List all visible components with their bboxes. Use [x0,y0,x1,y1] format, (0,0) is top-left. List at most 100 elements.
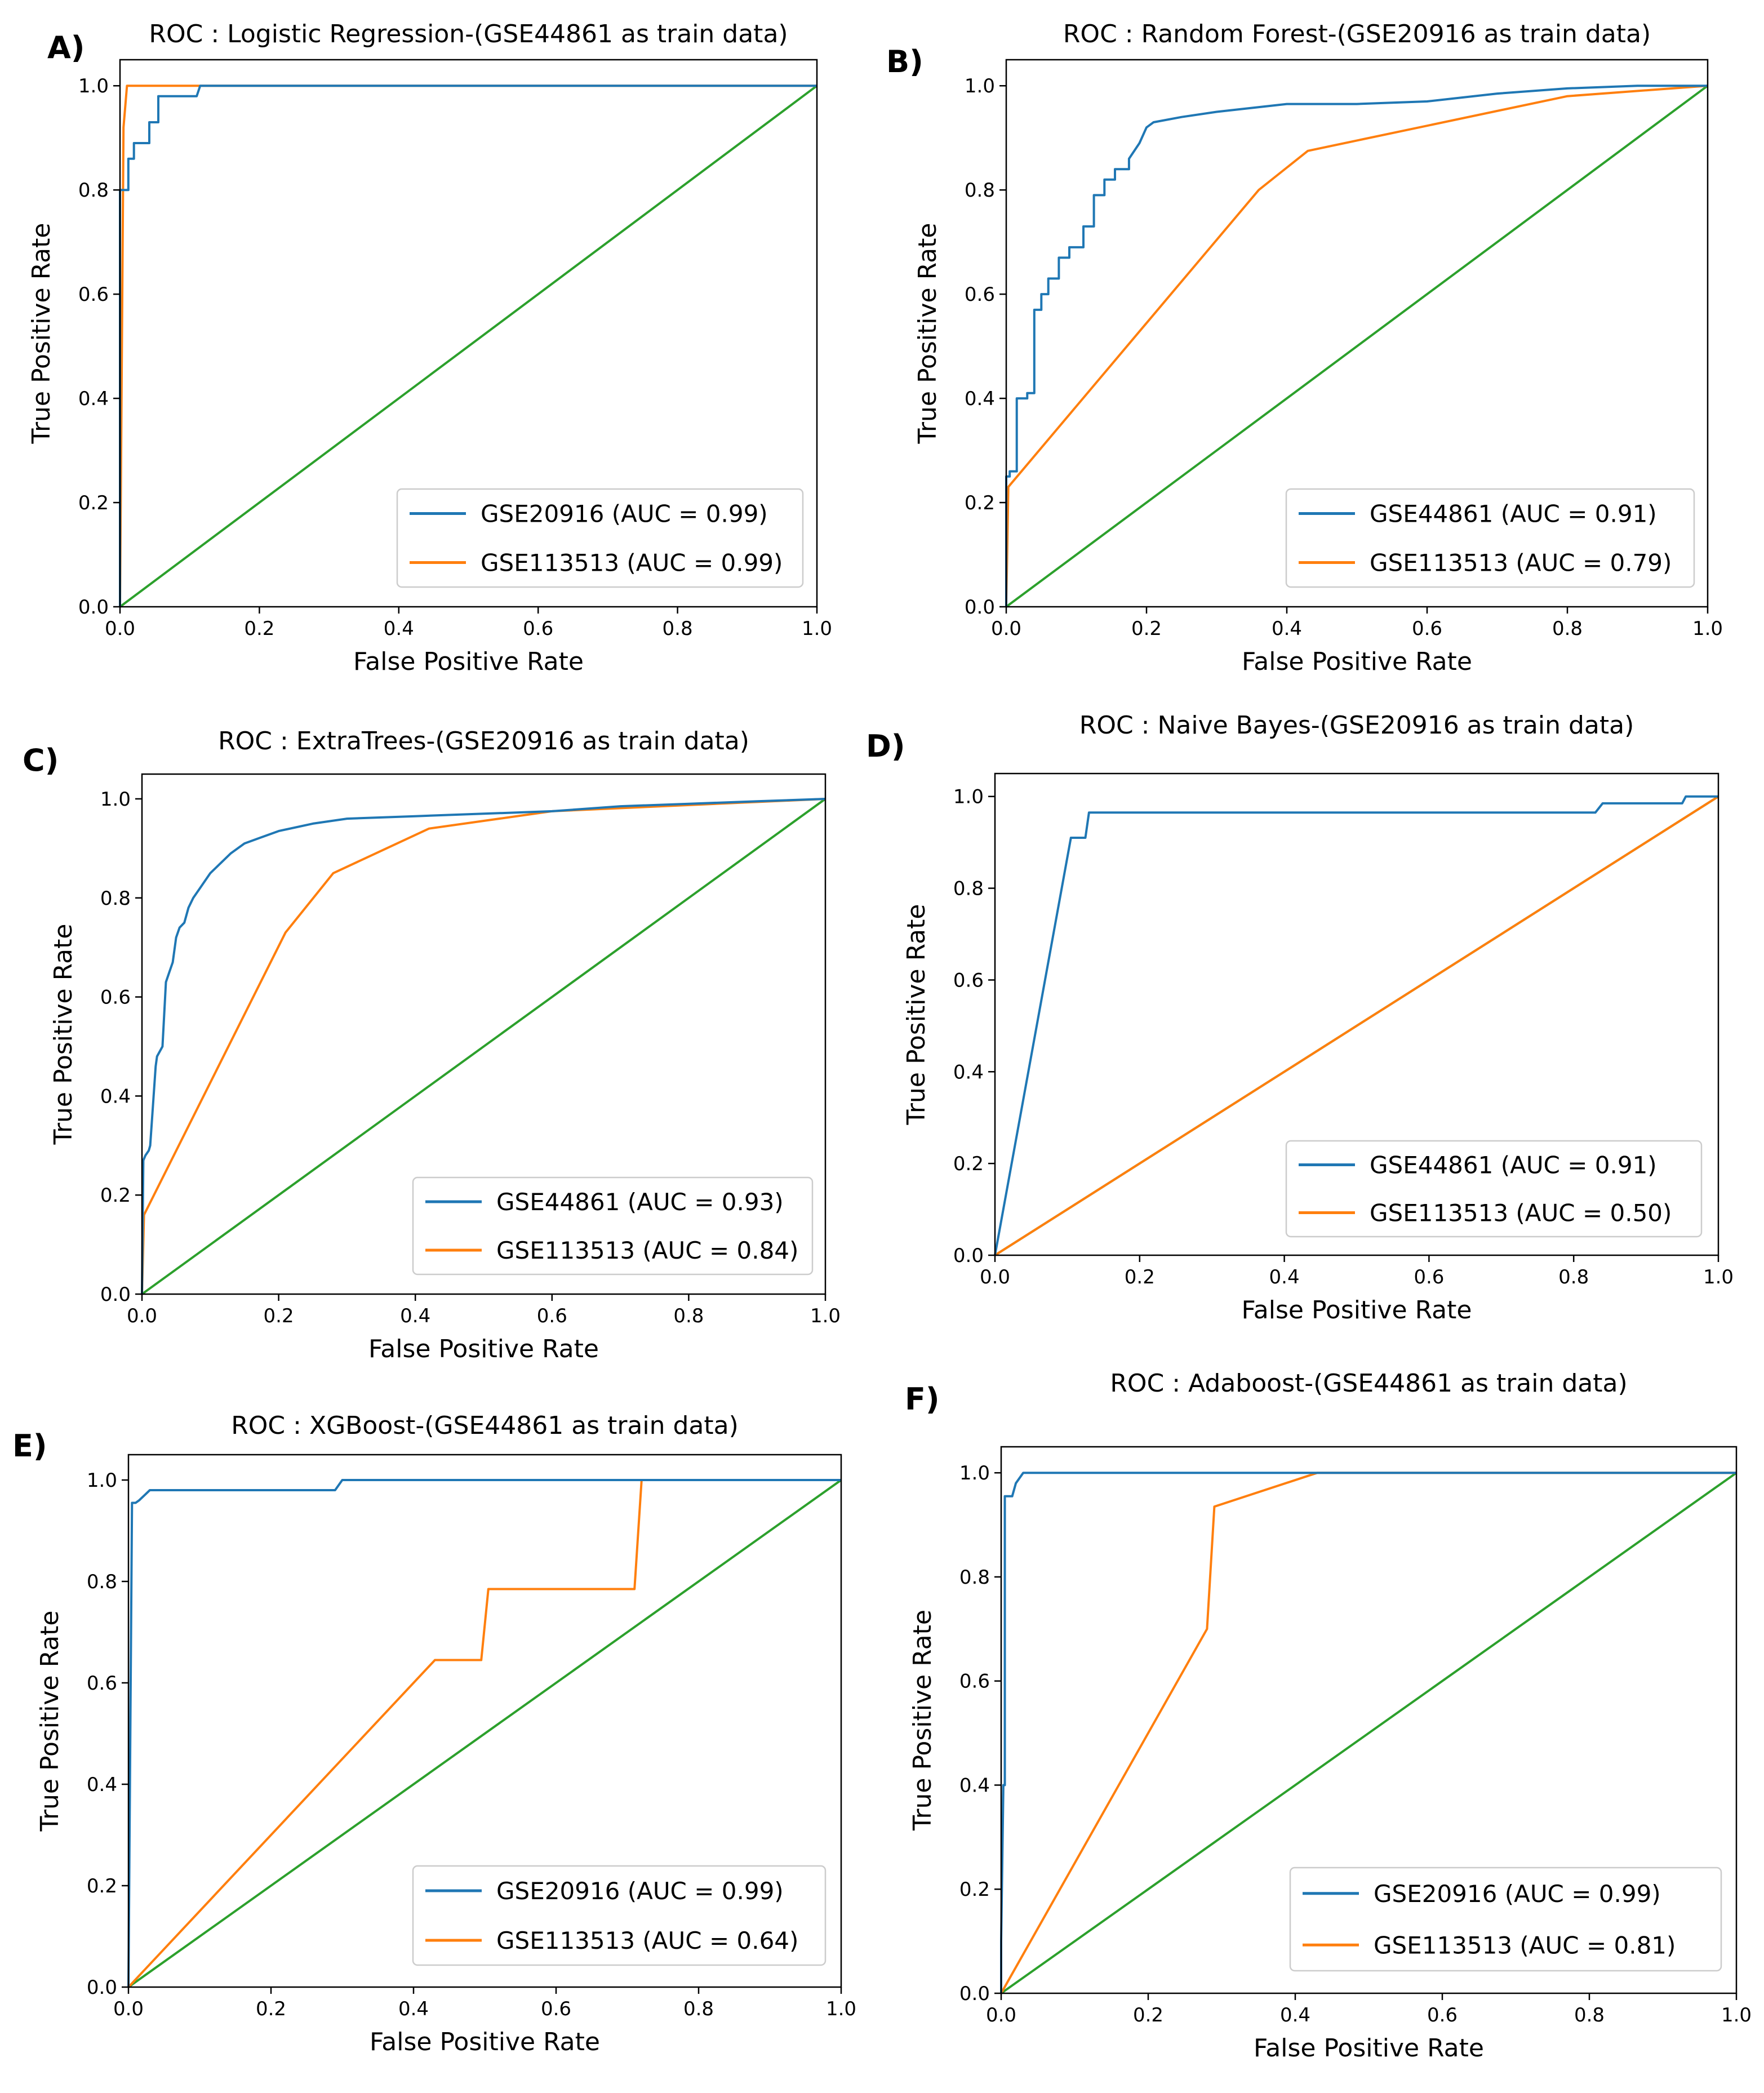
chance-line [127,1479,842,1988]
x-tick-label: 0.6 [1412,617,1442,640]
roc-curve-1 [127,1479,841,1988]
y-tick-label: 0.6 [100,986,131,1009]
axes-frame [1005,59,1709,608]
chart-title: ROC : Adaboost-(GSE44861 as train data) [1110,1369,1627,1398]
chance-line [119,85,818,608]
y-tick-label: 0.4 [959,1774,990,1797]
y-tick-label: 0.8 [100,887,131,910]
x-axis-label: False Positive Rate [1254,2034,1484,2063]
x-tick-label: 0.0 [986,2004,1016,2027]
x-tick-label: 1.0 [810,1305,841,1327]
legend-label-2: GSE113513 (AUC = 0.81) [1374,1931,1676,1959]
y-tick-label: 0.8 [965,179,995,202]
y-axis-label: True Positive Rate [902,904,931,1126]
y-tick-label: 0.0 [87,1976,117,1999]
panel-letter: C) [23,743,59,778]
x-tick-label: 0.0 [113,1998,144,2020]
chart-title: ROC : ExtraTrees-(GSE20916 as train data… [218,727,749,756]
x-tick-label: 0.6 [541,1998,571,2020]
y-tick-label: 0.0 [78,596,109,619]
chart-title: ROC : XGBoost-(GSE44861 as train data) [231,1411,739,1440]
x-tick-label: 0.8 [1558,1266,1589,1288]
y-tick-label: 0.2 [78,492,109,514]
x-tick-label: 0.0 [980,1266,1010,1288]
roc-curve-2 [1005,85,1708,607]
roc-curve-1 [119,85,817,607]
x-tick-label: 0.4 [384,617,414,640]
x-tick-label: 0.4 [1272,617,1302,640]
x-tick-label: 0.8 [1574,2004,1605,2027]
y-tick-label: 0.6 [965,283,995,306]
legend-label-2: GSE113513 (AUC = 0.64) [496,1927,798,1954]
x-tick-label: 0.0 [105,617,135,640]
roc-curve-1 [1000,1472,1736,1993]
y-axis-label: True Positive Rate [908,1610,937,1831]
panel-letter: D) [866,728,905,764]
y-tick-label: 0.2 [953,1153,984,1175]
y-axis-label: True Positive Rate [35,1611,64,1832]
axes-frame [127,1454,842,1988]
roc-panel-f: F) ROC : Adaboost-(GSE44861 as train data… [905,1369,1752,2063]
x-tick-label: 0.8 [663,617,693,640]
roc-curve-1 [994,795,1718,1256]
legend-label-2: GSE113513 (AUC = 0.99) [481,549,783,577]
y-tick-label: 0.4 [78,388,109,410]
y-tick-label: 0.8 [953,878,984,900]
panel-letter: E) [12,1428,47,1464]
x-axis-label: False Positive Rate [368,1335,599,1363]
y-tick-label: 0.6 [78,283,109,306]
y-tick-label: 0.4 [100,1085,131,1108]
x-tick-label: 0.6 [1414,1266,1444,1288]
x-tick-label: 0.0 [991,617,1021,640]
y-tick-label: 0.2 [87,1875,117,1898]
roc-panel-c: C) ROC : ExtraTrees-(GSE20916 as train da… [23,727,841,1363]
roc-curve-1 [1005,85,1708,607]
y-tick-label: 0.4 [87,1774,117,1796]
y-tick-label: 0.8 [78,179,109,202]
y-tick-label: 0.0 [953,1245,984,1267]
roc-curve-1 [141,798,826,1295]
roc-panel-d: D) ROC : Naive Bayes-(GSE20916 as train d… [866,711,1734,1325]
axes-frame [119,59,818,608]
panel-letter: B) [886,44,923,79]
roc-panel-b: B) ROC : Random Forest-(GSE20916 as train… [886,20,1723,676]
legend [1285,1140,1703,1238]
legend-label-2: GSE113513 (AUC = 0.79) [1370,549,1672,577]
legend [412,1176,814,1276]
legend [396,488,804,588]
x-tick-label: 0.2 [1131,617,1162,640]
legend-label-1: GSE44861 (AUC = 0.91) [1370,1152,1657,1179]
y-tick-label: 0.8 [959,1566,990,1589]
legend-label-1: GSE44861 (AUC = 0.93) [496,1188,784,1216]
legend-label-1: GSE44861 (AUC = 0.91) [1370,500,1657,528]
x-tick-label: 1.0 [1692,617,1723,640]
axes-frame [1000,1446,1738,1994]
panel-letter: A) [47,30,85,65]
x-tick-label: 0.8 [1552,617,1583,640]
x-tick-label: 0.4 [398,1998,429,2020]
x-tick-label: 1.0 [802,617,832,640]
x-tick-label: 0.2 [256,1998,286,2020]
x-axis-label: False Positive Rate [370,2028,600,2056]
legend [412,1865,827,1966]
axes-frame [141,773,827,1295]
y-tick-label: 1.0 [959,1462,990,1485]
x-tick-label: 0.0 [127,1305,157,1327]
x-tick-label: 0.4 [1269,1266,1300,1288]
roc-panel-a: A) ROC : Logistic Regression-(GSE44861 as… [27,20,832,676]
legend-label-1: GSE20916 (AUC = 0.99) [1374,1880,1661,1908]
y-tick-label: 1.0 [965,75,995,97]
chart-title: ROC : Random Forest-(GSE20916 as train d… [1063,20,1651,48]
chance-line [1005,85,1709,608]
y-tick-label: 0.2 [965,492,995,514]
y-tick-label: 0.6 [87,1672,117,1695]
x-tick-label: 0.6 [537,1305,567,1327]
y-tick-label: 0.0 [959,1983,990,2005]
y-tick-label: 0.2 [959,1878,990,1901]
chance-line [141,798,827,1295]
y-tick-label: 0.6 [953,969,984,992]
x-tick-label: 0.4 [400,1305,430,1327]
x-tick-label: 0.8 [673,1305,704,1327]
legend [1285,488,1695,588]
